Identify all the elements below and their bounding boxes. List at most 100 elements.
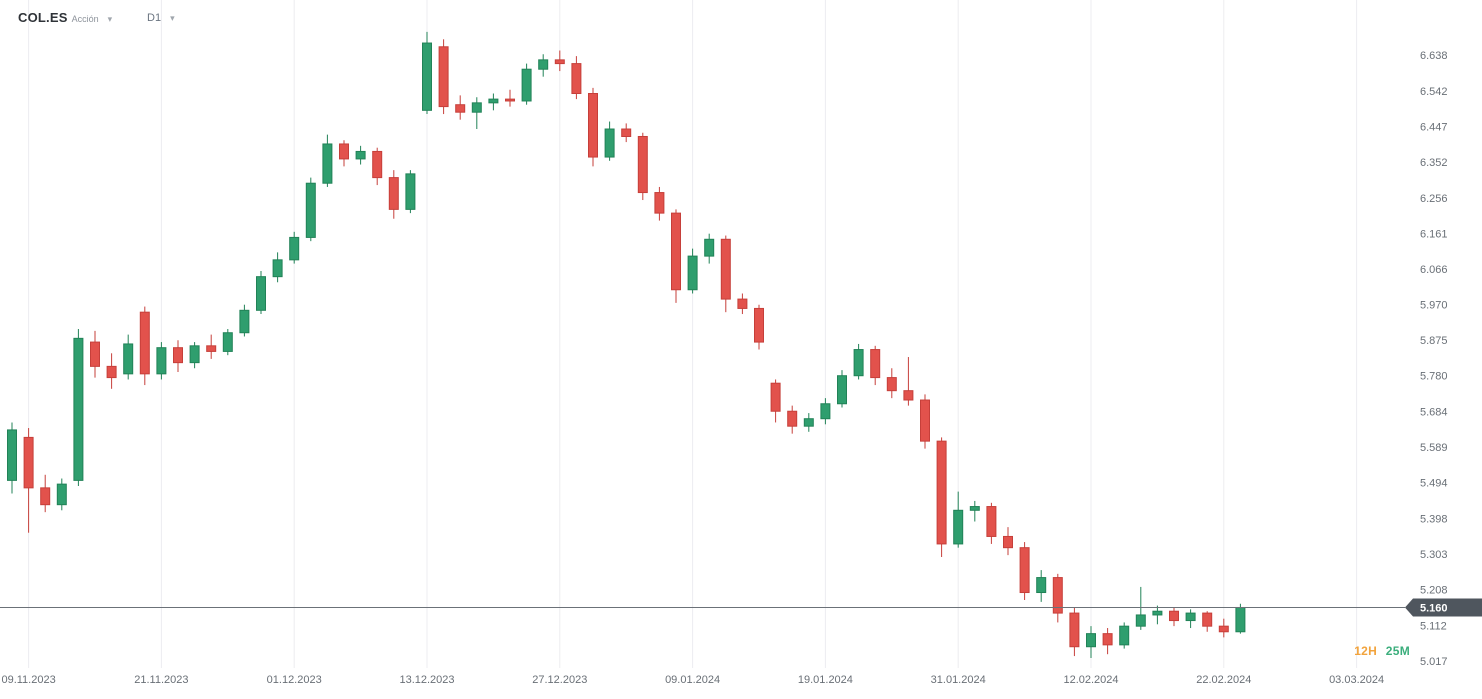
countdown-minutes: 25M [1385, 644, 1410, 658]
x-axis-date-label: 13.12.2023 [399, 674, 454, 686]
y-axis-price-label: 6.161 [1420, 228, 1448, 240]
x-axis-date-label: 27.12.2023 [532, 674, 587, 686]
candle-body [870, 349, 881, 379]
y-axis-price-label: 5.303 [1420, 549, 1448, 561]
y-axis-price-label: 6.256 [1420, 193, 1448, 205]
candle-body [787, 410, 798, 427]
candle-body [1019, 547, 1030, 594]
candle-body [853, 349, 864, 377]
candle-body [538, 59, 549, 70]
candle-body [438, 46, 449, 108]
candle-body [505, 98, 515, 102]
y-axis-price-label: 5.875 [1420, 335, 1448, 347]
candle-body [471, 102, 482, 113]
candle-body [289, 236, 300, 261]
y-axis-price-label: 5.398 [1420, 514, 1448, 526]
current-price-value: 5.160 [1420, 602, 1448, 614]
x-axis-date-label: 01.12.2023 [267, 674, 322, 686]
candle-body [1235, 606, 1246, 633]
candle-body [173, 347, 183, 364]
candle-body [986, 506, 997, 537]
y-axis-price-label: 5.112 [1420, 620, 1447, 632]
candle-body [7, 429, 17, 481]
candle-body [90, 341, 100, 367]
candle-countdown: 12H 25M [1354, 644, 1410, 658]
candle-body [571, 63, 582, 95]
timeframe-label: D1 [147, 12, 162, 24]
candle-body [1052, 577, 1063, 614]
candle-body [654, 192, 665, 214]
y-axis-price-label: 5.494 [1420, 478, 1448, 490]
candle-body [903, 390, 914, 401]
y-axis-price-label: 5.684 [1420, 407, 1448, 419]
candle-body [189, 345, 200, 364]
candle-body [40, 487, 51, 506]
candle-body [1086, 633, 1096, 648]
candle-body [239, 309, 250, 334]
candle-body [1003, 535, 1013, 549]
candle-body [1202, 612, 1213, 627]
candle-body [422, 42, 432, 111]
symbol-name: COL.ES [18, 10, 68, 25]
candle-body [554, 59, 565, 65]
candle-body [455, 104, 466, 113]
candle-body [206, 345, 217, 352]
candle-body [405, 173, 416, 210]
candle-body [720, 238, 731, 300]
y-axis-price-label: 5.780 [1420, 371, 1448, 383]
y-axis-price-label: 6.352 [1420, 157, 1448, 169]
candle-body [521, 68, 532, 102]
candle-body [123, 343, 134, 375]
candle-body [56, 483, 67, 506]
candle-body [488, 98, 499, 104]
candle-body [621, 128, 632, 137]
candle-body [770, 382, 781, 412]
candle-body [1152, 610, 1163, 616]
candle-body [1036, 577, 1047, 594]
candle-body [355, 150, 366, 160]
candle-body [305, 182, 316, 238]
y-axis-price-label: 5.970 [1420, 300, 1448, 312]
countdown-hours: 12H [1354, 644, 1378, 658]
candle-body [969, 506, 980, 511]
symbol-selector[interactable]: COL.ES Acción ▾ [18, 10, 112, 25]
instrument-type-label: Acción [71, 14, 99, 24]
candle-body [156, 347, 167, 375]
candle-body [604, 128, 615, 158]
candle-body [671, 212, 681, 291]
x-axis-date-label: 22.02.2024 [1196, 674, 1251, 686]
candle-body [1069, 612, 1080, 648]
candle-body [754, 307, 764, 343]
timeframe-selector[interactable]: D1 ▾ [147, 12, 175, 24]
y-axis-price-label: 5.017 [1420, 656, 1448, 668]
chevron-down-icon: ▾ [170, 12, 175, 23]
candle-body [339, 143, 349, 160]
y-axis-price-label: 6.638 [1420, 50, 1448, 62]
candle-body [1119, 625, 1130, 646]
candle-body [1185, 612, 1196, 622]
candle-body [322, 143, 333, 184]
chart-header: COL.ES Acción ▾ D1 ▾ [0, 8, 1482, 34]
candle-body [737, 298, 748, 309]
x-axis-date-label: 19.01.2024 [798, 674, 853, 686]
candle-body [1169, 610, 1179, 622]
candle-body [704, 238, 715, 257]
y-axis-price-label: 5.589 [1420, 442, 1448, 454]
candle-body [23, 436, 34, 489]
candle-body [803, 418, 814, 427]
candle-body [637, 135, 648, 194]
candle-body [936, 440, 947, 545]
candle-body [886, 377, 897, 392]
candle-body [73, 337, 84, 481]
y-axis-price-label: 5.208 [1420, 585, 1448, 597]
x-axis-date-label: 21.11.2023 [134, 674, 188, 686]
x-axis-date-label: 03.03.2024 [1329, 674, 1384, 686]
candle-body [1135, 614, 1146, 627]
candle-body [372, 150, 383, 179]
y-axis-price-label: 6.066 [1420, 264, 1448, 276]
candle-body [106, 365, 117, 379]
candle-body [820, 403, 831, 420]
candle-body [588, 93, 598, 158]
